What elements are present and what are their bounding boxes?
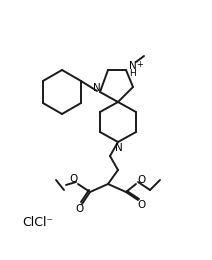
Text: O: O xyxy=(137,200,145,210)
Text: N: N xyxy=(129,61,137,71)
Text: O: O xyxy=(76,204,84,214)
Text: N: N xyxy=(115,143,123,153)
Text: O: O xyxy=(70,174,78,184)
Text: N: N xyxy=(93,83,101,93)
Text: ClCl⁻: ClCl⁻ xyxy=(22,216,53,229)
Text: +: + xyxy=(137,60,144,68)
Text: H: H xyxy=(130,68,136,77)
Text: O: O xyxy=(137,175,145,185)
